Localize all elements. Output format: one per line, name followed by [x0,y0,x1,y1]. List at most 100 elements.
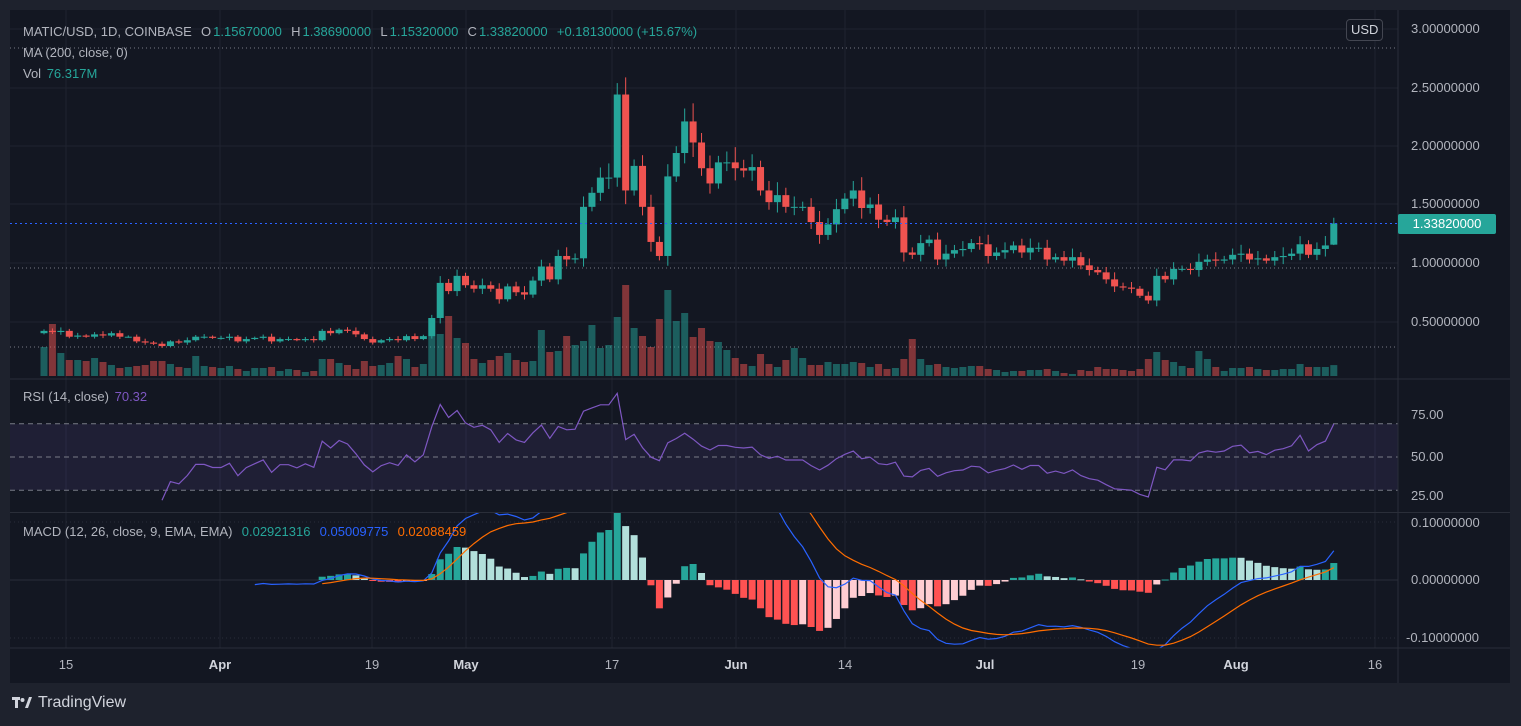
candle-body [1026,247,1034,253]
volume-bar [706,341,714,376]
rsi-legend[interactable]: RSI (14, close) 70.32 [23,389,149,405]
candle-body [1161,275,1169,280]
candle-body [436,282,444,318]
macd-histogram-bar [613,513,621,580]
volume-bar [276,371,284,376]
volume-bar [900,359,908,376]
ma-legend[interactable]: MA (200, close, 0) [23,45,130,61]
volume-bar [731,358,739,376]
volume-bar [1127,371,1135,376]
candle-body [369,339,377,343]
volume-bar [596,348,604,376]
volume-bar [1111,369,1119,376]
volume-bar [183,368,191,376]
currency-button[interactable]: USD [1346,19,1384,41]
time-label: 19 [364,657,380,672]
candle-body [335,329,343,334]
macd-histogram-bar [959,580,967,596]
macd-histogram-bar [984,580,992,586]
macd-histogram-bar [1043,576,1051,580]
candle-body [209,336,217,338]
candle-body [1296,244,1304,254]
candle-body [832,209,840,225]
macd-histogram-bar [723,580,731,590]
volume-bar [133,366,141,376]
candle-body [1178,268,1186,270]
candle-body [1094,270,1102,273]
candle-body [268,336,276,342]
candle-body [1001,250,1009,253]
candle-body [284,339,292,341]
volume-bar [875,364,883,376]
volume-bar [1102,369,1110,376]
candle-body [1212,259,1220,261]
volume-label: Vol [23,66,42,81]
macd-histogram-bar [950,580,958,601]
rsi-tick: 25.00 [1411,488,1444,503]
candle-body [942,253,950,260]
candle-body [917,243,925,255]
volume-bar [1094,367,1102,376]
candle-body [858,190,866,209]
volume-bar [571,345,579,376]
symbol-legend[interactable]: MATIC/USD, 1D, COINBASE O 1.15670000 H 1.3… [23,24,699,40]
candle-body [521,292,529,295]
volume-bar [672,321,680,376]
macd-histogram-bar [799,580,807,625]
macd-histogram-bar [664,580,672,598]
volume-bar [1052,371,1060,376]
volume-bar [908,339,916,376]
candle-body [377,340,385,343]
candle-body [512,286,520,293]
candle-body [546,266,554,280]
candle-body [757,167,765,191]
macd-histogram-bar [698,572,706,580]
candle-body [580,206,588,259]
candle-body [158,343,166,347]
candle-body [1085,265,1093,271]
volume-legend[interactable]: Vol 76.317M [23,66,99,82]
high-label: H [291,24,301,39]
volume-bar [605,345,613,376]
macd-histogram-bar [1111,580,1119,589]
macd-histogram-bar [706,580,714,586]
macd-histogram-bar [1330,563,1338,580]
volume-bar [478,363,486,376]
volume-bar [268,367,276,376]
macd-histogram-bar [925,580,933,605]
volume-bar [82,361,90,376]
tradingview-logo[interactable]: TradingView [12,694,126,712]
macd-histogram-bar [1001,580,1009,582]
price-tick: 1.00000000 [1411,255,1480,270]
volume-bar [1212,367,1220,376]
macd-histogram-bar [639,557,647,580]
candle-body [192,336,200,341]
candle-body [571,258,579,260]
volume-bar [284,369,292,376]
candle-body [900,217,908,253]
macd-histogram-bar [369,580,377,581]
close-label: C [467,24,477,39]
candle-body [183,340,191,343]
volume-bar [740,364,748,376]
macd-histogram-bar [352,575,360,580]
logo-text: TradingView [38,694,127,711]
candle-body [655,241,663,256]
volume-bar [664,290,672,376]
macd-histogram-bar [1229,557,1237,580]
candle-body [1068,257,1076,261]
volume-bar [934,364,942,376]
candle-body [790,206,798,208]
price-tick: 3.00000000 [1411,21,1480,36]
macd-histogram-bar [335,574,343,580]
volume-bar [681,313,689,376]
macd-histogram-bar [1085,580,1093,582]
candle-body [605,177,613,179]
price-tick: 2.50000000 [1411,80,1480,95]
open-value: 1.15670000 [213,24,282,39]
low-label: L [380,24,388,39]
candle-body [647,206,655,242]
macd-histogram-bar [630,535,638,580]
macd-legend[interactable]: MACD (12, 26, close, 9, EMA, EMA) 0.0292… [23,524,468,540]
